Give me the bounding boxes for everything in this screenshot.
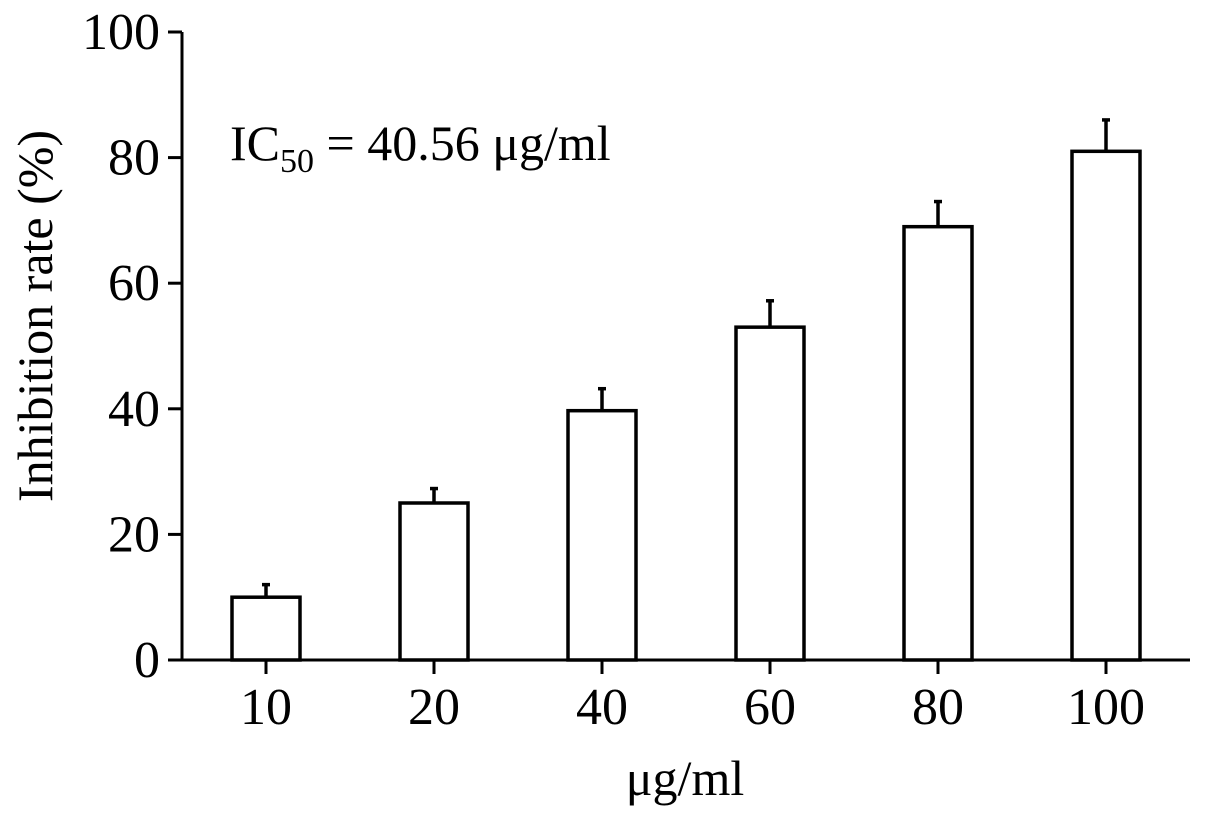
x-tick-label: 20 xyxy=(408,679,460,736)
bar-80 xyxy=(902,224,974,662)
x-tick-label: 60 xyxy=(744,679,796,736)
y-tick-label: 100 xyxy=(82,4,160,61)
ic50-subscript: 50 xyxy=(280,143,314,180)
bar-10 xyxy=(230,595,302,662)
x-tick-label: 10 xyxy=(240,679,292,736)
ic50-annotation: IC50 = 40.56 μg/ml xyxy=(230,115,611,180)
y-tick-label: 20 xyxy=(108,506,160,563)
x-axis-ticks: 10 20 40 60 80 100 xyxy=(240,660,1145,736)
y-tick-label: 0 xyxy=(134,632,160,689)
x-axis-title: μg/ml xyxy=(626,750,744,806)
bar-40 xyxy=(566,408,638,662)
bar-20 xyxy=(398,501,470,662)
y-tick-label: 60 xyxy=(108,255,160,312)
x-tick-label: 80 xyxy=(912,679,964,736)
ic50-value: = 40.56 μg/ml xyxy=(314,115,611,171)
y-tick-label: 80 xyxy=(108,130,160,187)
bar-100 xyxy=(1070,149,1142,662)
x-tick-label: 40 xyxy=(576,679,628,736)
y-tick-label: 40 xyxy=(108,381,160,438)
ic50-prefix: IC xyxy=(230,115,280,171)
bar-series xyxy=(230,118,1142,662)
y-axis-ticks: 0 20 40 60 80 100 xyxy=(82,4,182,689)
y-axis-title: Inhibition rate (%) xyxy=(7,130,63,502)
bar-60 xyxy=(734,325,806,662)
x-tick-label: 100 xyxy=(1067,679,1145,736)
